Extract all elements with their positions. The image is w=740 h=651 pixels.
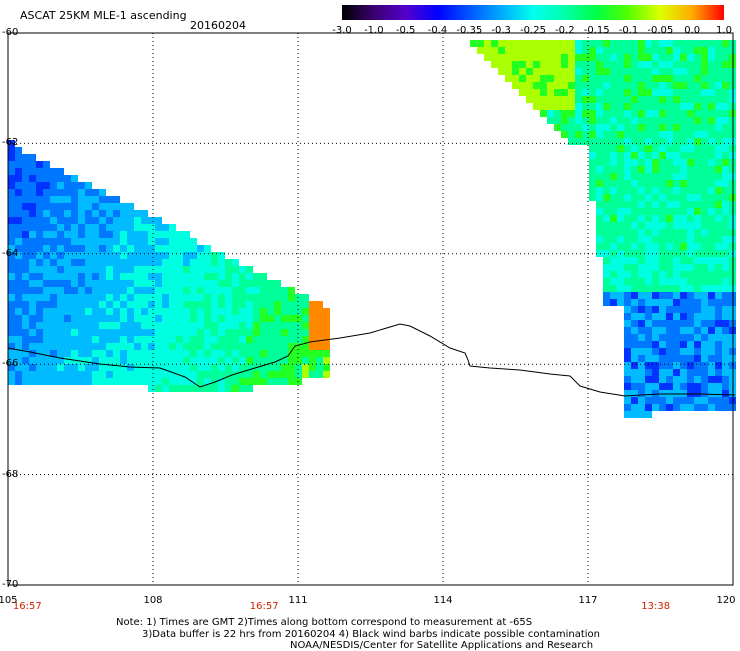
latitude-label: -66: [2, 358, 19, 370]
colorbar-ramp: [342, 5, 724, 20]
time-label: 16:57: [249, 601, 279, 612]
colorbar-tick-label: -0.3: [491, 25, 511, 36]
colorbar-tick-label: -3.0: [332, 25, 352, 36]
latitude-label: -62: [2, 137, 19, 149]
colorbar-tick-label: -0.1: [618, 25, 639, 36]
swath-east: [470, 40, 736, 418]
longitude-label: 108: [143, 595, 163, 606]
colorbar: [342, 5, 724, 20]
colorbar-tick-label: -0.05: [647, 25, 674, 36]
colorbar-tick-label: -0.15: [583, 25, 610, 36]
graticule: [7, 32, 734, 586]
coastline: [7, 323, 736, 397]
note-line-3: NOAA/NESDIS/Center for Satellite Applica…: [290, 640, 594, 651]
colorbar-tick-label: 0.0: [684, 25, 701, 36]
map-title: ASCAT 25KM MLE-1 ascending: [20, 9, 187, 22]
colorbar-tick-label: -0.25: [520, 25, 546, 36]
colorbar-tick-label: -0.4: [427, 25, 448, 36]
latitude-label: -70: [2, 579, 19, 590]
longitude-label: 120: [716, 595, 736, 606]
swath-map: [7, 32, 736, 586]
longitude-label: 117: [578, 595, 598, 606]
colorbar-tick-label: 1.0: [716, 25, 732, 36]
longitude-label: 105: [0, 595, 18, 606]
colorbar-tick-label: -0.2: [555, 25, 575, 36]
latitude-label: -60: [2, 27, 19, 38]
colorbar-tick-label: -0.5: [395, 25, 416, 36]
time-label: 16:57: [12, 601, 42, 612]
colorbar-tick-label: -0.35: [456, 25, 483, 36]
time-label: 13:38: [641, 601, 671, 612]
longitude-label: 114: [433, 595, 453, 606]
latitude-label: -64: [2, 247, 19, 259]
swath-west: [8, 140, 330, 392]
note-line-1: Note: 1) Times are GMT 2)Times along bot…: [116, 617, 533, 628]
longitude-label: 111: [288, 595, 308, 606]
note-line-2: 3)Data buffer is 22 hrs from 20160204 4)…: [142, 629, 600, 640]
latitude-label: -68: [2, 468, 19, 480]
map-date: 20160204: [190, 19, 246, 32]
colorbar-tick-label: -1.0: [364, 25, 384, 36]
